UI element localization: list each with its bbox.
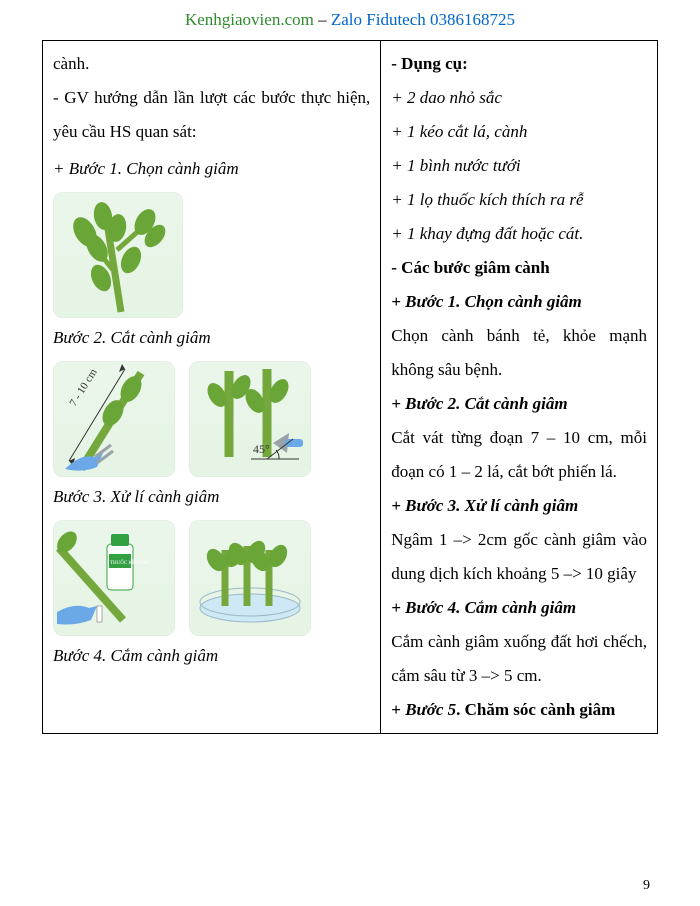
step1-desc: Chọn cành bánh tẻ, khỏe mạnh không sâu b…: [391, 319, 647, 387]
figure-cut-angle: 45°: [189, 361, 311, 477]
left-line-canh: cành.: [53, 47, 370, 81]
step5-rest: . Chăm sóc cành giâm: [456, 700, 615, 719]
figure-row-1: [53, 192, 370, 318]
svg-text:7 - 10 cm: 7 - 10 cm: [67, 366, 100, 408]
header-contact: Zalo Fidutech 0386168725: [331, 10, 515, 29]
figure-row-3: THUỐC KÍCH RỄ: [53, 520, 370, 636]
left-column: cành. - GV hướng dẫn lần lượt các bước t…: [43, 41, 381, 734]
step1-title: + Bước 1. Chọn cành giâm: [391, 285, 647, 319]
content-table: cành. - GV hướng dẫn lần lượt các bước t…: [42, 40, 658, 734]
step5-title: + Bước 5. Chăm sóc cành giâm: [391, 693, 647, 727]
tool-4: + 1 lọ thuốc kích thích ra rễ: [391, 183, 647, 217]
step5-prefix: +: [391, 700, 405, 719]
left-step2-title: Bước 2. Cắt cành giâm: [53, 321, 370, 355]
step3-desc: Ngâm 1 –> 2cm gốc cành giâm vào dung dịc…: [391, 523, 647, 591]
tool-2: + 1 kéo cắt lá, cành: [391, 115, 647, 149]
step5-italic: Bước 5: [405, 700, 456, 719]
tool-5: + 1 khay đựng đất hoặc cát.: [391, 217, 647, 251]
svg-text:THUỐC KÍCH RỄ: THUỐC KÍCH RỄ: [110, 560, 148, 566]
left-step4-title: Bước 4. Cắm cành giâm: [53, 639, 370, 673]
tool-1: + 2 dao nhỏ sắc: [391, 81, 647, 115]
step4-title: + Bước 4. Cắm cành giâm: [391, 591, 647, 625]
left-step3-title: Bước 3. Xử lí cành giâm: [53, 480, 370, 514]
left-intro: - GV hướng dẫn lần lượt các bước thực hi…: [53, 81, 370, 149]
figure-cut-length: 7 - 10 cm: [53, 361, 175, 477]
page-number: 9: [643, 878, 650, 894]
right-column: - Dụng cụ: + 2 dao nhỏ sắc + 1 kéo cắt l…: [381, 41, 658, 734]
header-dash: –: [314, 10, 331, 29]
steps-heading: - Các bước giâm cành: [391, 251, 647, 285]
step3-title: + Bước 3. Xử lí cành giâm: [391, 489, 647, 523]
step2-title: + Bước 2. Cắt cành giâm: [391, 387, 647, 421]
step2-desc: Cắt vát từng đoạn 7 – 10 cm, mỗi đoạn có…: [391, 421, 647, 489]
page-header: Kenhgiaovien.com – Zalo Fidutech 0386168…: [42, 10, 658, 30]
figure-branch-select: [53, 192, 183, 318]
left-step1-title: + Bước 1. Chọn cành giâm: [53, 152, 370, 186]
figure-water-dish: [189, 520, 311, 636]
tool-3: + 1 bình nước tưới: [391, 149, 647, 183]
header-site: Kenhgiaovien.com: [185, 10, 314, 29]
figure-rooting-hormone: THUỐC KÍCH RỄ: [53, 520, 175, 636]
svg-text:45°: 45°: [253, 442, 270, 456]
figure-row-2: 7 - 10 cm: [53, 361, 370, 477]
tools-heading: - Dụng cụ:: [391, 47, 647, 81]
step4-desc: Cắm cành giâm xuống đất hơi chếch, cắm s…: [391, 625, 647, 693]
